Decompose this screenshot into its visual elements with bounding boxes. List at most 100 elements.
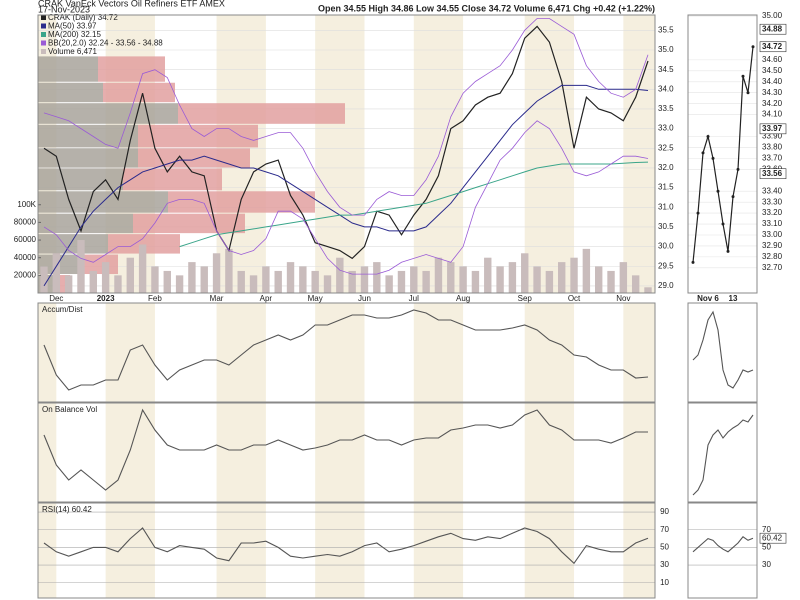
month-band [413,15,464,293]
volume-bar [348,270,356,293]
indicator-line [43,408,648,491]
volume-by-price-up [38,56,98,82]
volume-bar [311,270,319,293]
zoom-border [687,502,758,599]
volume-tick-label: 40000 [14,253,37,262]
price-line [43,25,649,260]
volume-by-price-down [98,56,165,82]
y-tick-label: 30.5 [658,222,674,231]
volume-bar [237,270,245,293]
volume-bar [496,266,504,293]
volume-tick-label: 60000 [14,235,37,244]
legend-swatch [41,32,46,37]
month-band [413,503,464,598]
y-tick-label: 90 [660,507,669,516]
panel-border [37,502,656,599]
value-tag-label: 33.97 [762,124,783,133]
volume-bar [262,266,270,293]
y-tick-label: 35.00 [762,11,783,20]
panel-title: RSI(14) 60.42 [42,505,92,514]
volume-bar [385,275,393,293]
zoom-bg [688,303,757,402]
zoom-point [726,249,730,253]
y-tick-label: 33.5 [658,104,674,113]
y-tick-label: 33.0 [658,124,674,133]
legend-label: MA(50) 33.97 [48,22,97,31]
volume-bar [607,270,615,293]
volume-bar [200,266,208,293]
y-tick-label: 33.80 [762,143,783,152]
volume-bar [175,275,184,293]
zoom-bg [688,403,757,502]
month-band [315,503,365,598]
y-tick-label: 30 [762,560,771,569]
volume-bar [484,257,492,293]
volume-bar [582,248,591,293]
month-band [524,403,575,502]
volume-bar [323,275,332,293]
value-tag [759,168,787,180]
zoom-x-label: Nov 6 [697,294,719,303]
volume-by-price-up [38,213,133,234]
month-band [216,403,266,502]
x-tick-label: 2023 [97,294,115,303]
volume-bar [101,262,110,293]
y-tick-label: 29.0 [658,281,674,290]
volume-bar [594,266,603,293]
y-tick-label: 31.0 [658,202,674,211]
y-tick-label: 32.0 [658,163,674,172]
volume-bar [521,253,529,293]
zoom-bg [688,503,757,598]
month-band [413,303,464,402]
zoom-indicator-line [692,310,754,389]
zoom-border [687,402,758,503]
y-tick-label: 33.00 [762,230,783,239]
y-tick-label: 32.80 [762,252,783,261]
volume-bar [508,262,517,293]
volume-bar [151,266,159,293]
y-tick-label: 35.0 [658,45,674,54]
zoom-point [746,91,750,95]
zoom-point [691,260,695,264]
value-tag [759,23,787,35]
volume-bar [570,257,578,293]
zoom-x-label: 13 [729,294,738,303]
volume-bar [163,270,171,293]
y-tick-label: 34.10 [762,110,783,119]
volume-by-price-up [38,103,178,124]
month-band [315,403,365,502]
month-band [623,403,655,502]
y-tick-label: 33.10 [762,219,783,228]
volume-by-price-down [108,234,180,254]
quote: Open 34.55 High 34.86 Low 34.55 Close 34… [318,3,655,13]
month-band [216,503,266,598]
volume-bar [212,253,221,293]
x-tick-label: Aug [456,294,470,303]
month-band [38,503,57,598]
zoom-point [741,74,745,78]
y-tick-label: 70 [660,525,669,534]
legend-label: MA(200) 32.15 [48,30,101,39]
y-tick-label: 50 [762,543,771,552]
zoom-point [731,195,735,199]
volume-bar [126,257,134,293]
volume-bar [447,262,455,293]
volume-bar [459,266,467,293]
x-tick-label: Mar [210,294,224,303]
volume-bar [644,287,652,293]
legend-label: Volume 6,471 [48,47,97,56]
volume-bar [619,262,628,293]
panel-border [37,402,656,503]
y-tick-label: 29.5 [658,261,674,270]
volume-bar [545,270,554,293]
volume-bar [52,253,61,293]
y-tick-label: 30.0 [658,242,674,251]
y-tick-label: 34.30 [762,88,783,97]
zoom-point [751,45,755,49]
volume-by-price-up [38,148,138,168]
volume-bar [138,244,147,293]
volume-bar [40,266,48,293]
zoom-point [721,222,725,226]
zoom-point [736,167,740,171]
